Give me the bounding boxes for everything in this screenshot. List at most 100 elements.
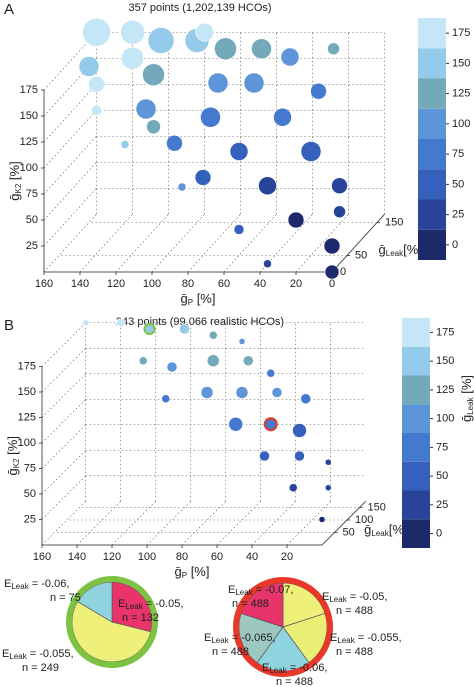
slice-label: n = 488	[212, 646, 249, 658]
grid-line	[115, 214, 169, 273]
label-part: Leak	[11, 582, 29, 591]
grid-line	[146, 501, 191, 546]
grid-line	[286, 501, 331, 546]
label-part: 488	[355, 646, 373, 658]
bubble	[166, 361, 178, 373]
axis-line	[321, 500, 367, 546]
label-part: [%]	[187, 564, 209, 579]
grid-line	[111, 501, 156, 546]
x-tick-label: 40	[246, 551, 258, 563]
label-part: =	[27, 648, 40, 660]
bubble	[229, 142, 249, 161]
bubble	[214, 37, 237, 60]
colorbar-band	[402, 519, 430, 548]
label-part: -0.06	[41, 578, 66, 590]
x-tick-label: 60	[211, 551, 223, 563]
bubble	[327, 42, 340, 55]
bubble	[120, 20, 145, 45]
bubble	[235, 386, 249, 399]
axis-title: ḡK2 [%]	[5, 436, 21, 475]
colorbar-tick-label: 175	[436, 326, 454, 338]
y-tick-label: 75	[26, 188, 38, 200]
label-part: 249	[41, 662, 59, 674]
label-part: 488	[251, 598, 269, 610]
colorbar-band	[418, 48, 446, 79]
x-tick-label: 120	[107, 278, 125, 290]
label-part: ,	[272, 632, 275, 644]
label-part: E	[228, 584, 235, 596]
bubble	[294, 450, 305, 462]
label-part: ,	[70, 648, 73, 660]
grid-line	[43, 162, 97, 221]
z-tick-label: 50	[343, 526, 355, 538]
slice-label: n = 249	[22, 662, 59, 674]
y-tick-label: 175	[18, 360, 36, 372]
bubble	[78, 56, 100, 77]
y-tick-label: 25	[26, 240, 38, 252]
grid-line	[216, 501, 261, 546]
grid-line	[181, 501, 226, 546]
label-part: Leak	[235, 588, 253, 597]
label-part: n	[22, 662, 28, 674]
x-tick-label: 80	[182, 278, 194, 290]
label-part: -0.05	[359, 591, 384, 603]
bubble	[82, 319, 89, 326]
colorbar-tick-label: 125	[452, 88, 470, 100]
z-tick-label: 100	[355, 514, 373, 526]
bubble	[91, 105, 102, 116]
grid-line	[79, 214, 133, 273]
label-part: =	[287, 662, 300, 674]
colorbar-band	[402, 318, 430, 347]
label-part: [%]	[403, 243, 422, 258]
bubble	[271, 387, 283, 398]
z-tick-label: 150	[385, 216, 403, 228]
bubble	[179, 323, 190, 335]
label-part: ,	[180, 598, 183, 610]
label-part: ḡ	[7, 193, 22, 200]
bubble	[233, 224, 245, 235]
colorbar-band	[402, 346, 430, 376]
label-part: ,	[290, 584, 293, 596]
label-part: Leak	[269, 666, 287, 675]
label-part: Leak	[329, 595, 347, 604]
axis-title: ḡLeak[%]	[364, 523, 407, 539]
grid-line	[76, 501, 121, 546]
bubble	[251, 38, 272, 59]
bubble	[120, 140, 130, 149]
bubble	[195, 23, 214, 42]
colorbar-band	[418, 229, 446, 260]
x-tick-label: 40	[254, 278, 266, 290]
colorbar-band	[418, 199, 446, 230]
colorbar-tick-label: 100	[436, 413, 454, 425]
label-part: =	[128, 612, 141, 624]
colorbar-tick-label: 75	[436, 441, 448, 453]
bubble	[147, 27, 175, 54]
z-tick-label: 0	[340, 266, 346, 278]
grid-line	[43, 214, 97, 273]
label-part: =	[229, 632, 242, 644]
y-tick-label: 125	[20, 136, 38, 148]
x-tick-label: 160	[33, 551, 51, 563]
grid-line	[43, 110, 97, 169]
bubble	[324, 264, 340, 280]
x-tick-label: 20	[281, 551, 293, 563]
label-part: -0.06	[299, 662, 324, 674]
bubble	[310, 83, 327, 100]
label-part: -0.065	[241, 632, 272, 644]
label-part: ,	[384, 591, 387, 603]
bubble	[177, 182, 187, 192]
bubble	[243, 72, 265, 94]
x-tick-label: 80	[176, 551, 188, 563]
pie-slice	[240, 582, 284, 628]
slice-label: n = 488	[276, 676, 313, 687]
label-part: ḡ	[379, 243, 386, 258]
bubble	[300, 393, 311, 404]
z-tick-label: 150	[368, 501, 386, 513]
grid-line	[41, 348, 86, 393]
bubble	[331, 177, 348, 194]
colorbar-band	[402, 490, 430, 520]
chart-title: 357 points (1,202,139 HCOs)	[128, 2, 271, 14]
slice-label: n = 488	[336, 646, 373, 658]
label-part: [%]	[193, 291, 215, 306]
label-part: E	[330, 632, 337, 644]
